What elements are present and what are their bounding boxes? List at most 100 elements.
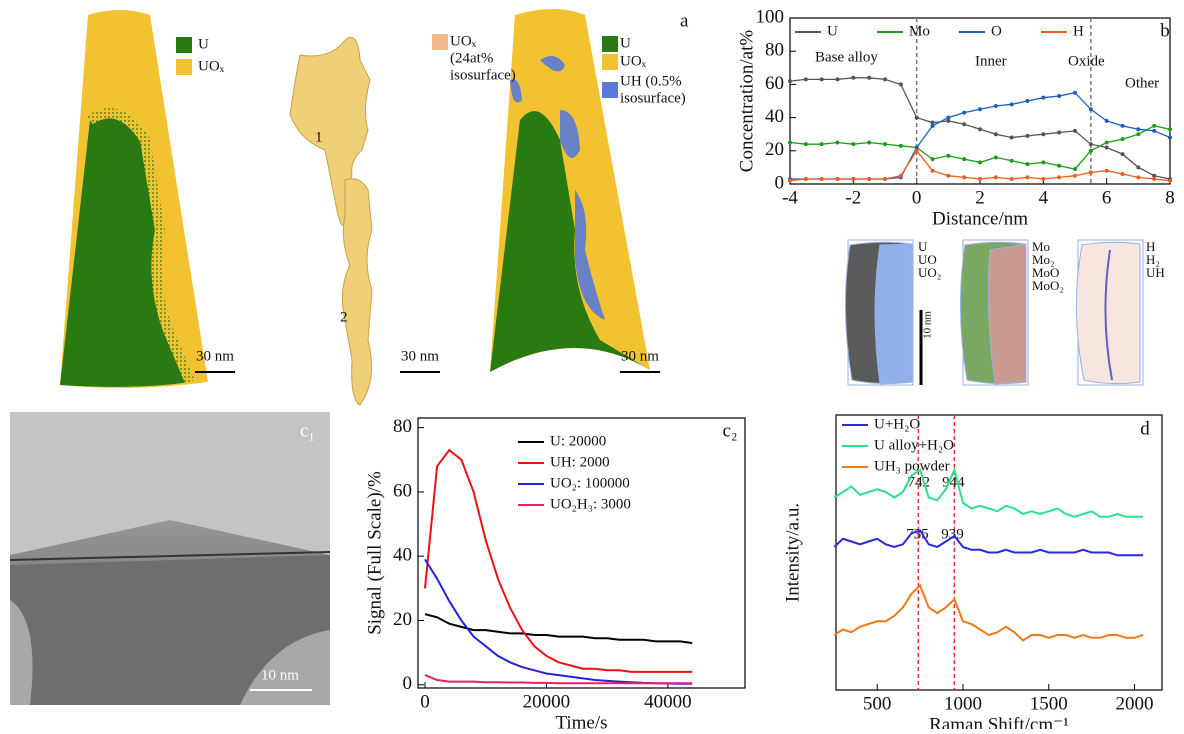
x-tick-label: 1500 xyxy=(1030,693,1068,714)
data-point xyxy=(1009,158,1014,163)
data-point xyxy=(946,115,951,120)
legend-swatch xyxy=(432,34,448,50)
data-point xyxy=(993,155,998,160)
data-point xyxy=(1104,118,1109,123)
plot-frame xyxy=(835,414,1163,691)
legend-label: UH (0.5% xyxy=(620,73,682,89)
legend-label: UOₓ xyxy=(198,58,225,74)
data-point xyxy=(1104,145,1109,150)
map-legend: Mo₂ xyxy=(1032,252,1055,267)
series-line xyxy=(833,466,1144,518)
data-point xyxy=(1136,127,1141,132)
data-point xyxy=(819,77,824,82)
data-point xyxy=(1104,140,1109,145)
data-point xyxy=(946,118,951,123)
data-point xyxy=(1041,95,1046,100)
chart: 0 20000 40000 0 20 40 60 80 Time/s Signal (Full S… xyxy=(364,416,746,733)
data-point xyxy=(1104,168,1109,173)
data-point xyxy=(1041,160,1046,165)
legend-label: U xyxy=(198,36,209,52)
legend-swatch xyxy=(602,36,618,52)
y-tick-label: 0 xyxy=(775,172,785,193)
data-point xyxy=(883,177,887,182)
data-point xyxy=(1120,123,1125,128)
data-point xyxy=(1009,135,1014,140)
data-point xyxy=(1057,163,1062,168)
data-point xyxy=(962,175,967,180)
y-axis-title: Concentration/at% xyxy=(736,30,757,173)
x-tick-label: 6 xyxy=(1102,187,1112,208)
legend-label: UO₂: 100000 xyxy=(550,475,630,491)
series-line xyxy=(424,558,693,685)
data-point xyxy=(898,173,903,178)
y-tick-label: 80 xyxy=(765,40,784,61)
apt-image-2 xyxy=(490,9,650,373)
legend-label: U xyxy=(827,23,838,39)
legend-label: U alloy+H₂O xyxy=(874,437,954,453)
map-legend: H₂ xyxy=(1146,252,1160,267)
legend-label: UO₂H₃: 3000 xyxy=(550,496,631,512)
scale-label: 30 nm xyxy=(401,348,439,364)
series-line xyxy=(833,529,1144,557)
data-point xyxy=(1136,132,1141,137)
series-line xyxy=(424,448,693,673)
data-point xyxy=(1057,130,1062,135)
data-point xyxy=(867,177,872,182)
series-line xyxy=(789,149,1171,182)
data-point xyxy=(962,157,967,162)
panel-label: a xyxy=(680,10,689,31)
peak-label: 735 xyxy=(906,526,929,542)
annotation: Other xyxy=(1125,75,1159,91)
data-point xyxy=(914,148,919,153)
panel-label: c₁ xyxy=(300,420,315,441)
x-tick-label: 0 xyxy=(420,691,430,712)
data-point xyxy=(1136,165,1141,170)
scale-label: 30 nm xyxy=(196,348,234,364)
map-legend: MoO xyxy=(1032,265,1059,280)
map-legend: UH xyxy=(1146,265,1165,280)
annotation: Oxide xyxy=(1068,53,1105,69)
x-tick-label: 8 xyxy=(1165,187,1175,208)
data-point xyxy=(1057,94,1062,99)
data-point xyxy=(1120,152,1125,157)
data-point xyxy=(835,177,840,182)
map-legend: U xyxy=(918,239,928,254)
data-point xyxy=(867,140,872,145)
data-point xyxy=(930,120,935,125)
data-point xyxy=(993,103,998,108)
map-legend: MoO₂ xyxy=(1032,278,1064,293)
scale-label: 10 nm xyxy=(261,667,299,683)
x-tick-label: 40000 xyxy=(644,691,692,712)
data-point xyxy=(962,110,967,115)
y-tick-label: 0 xyxy=(403,673,413,694)
x-tick-label: 500 xyxy=(863,693,892,714)
map-legend: H xyxy=(1146,239,1155,254)
x-tick-label: 20000 xyxy=(523,691,571,712)
map-legend: UO₂ xyxy=(918,265,941,280)
y-tick-label: 20 xyxy=(765,139,784,160)
legend-label: H xyxy=(1073,23,1084,39)
isosurface-image xyxy=(289,37,373,406)
annotation: Base alloy xyxy=(815,49,878,65)
data-point xyxy=(803,177,808,182)
y-tick-label: 40 xyxy=(765,106,784,127)
data-point xyxy=(1009,102,1014,107)
legend-label: UOₓ xyxy=(450,33,477,49)
data-point xyxy=(1152,128,1157,133)
y-tick-label: 100 xyxy=(756,6,785,27)
data-point xyxy=(1088,170,1093,175)
data-point xyxy=(978,160,982,165)
x-tick-label: 4 xyxy=(1039,187,1049,208)
peak-label: 939 xyxy=(941,526,964,542)
data-point xyxy=(1025,133,1030,138)
data-point xyxy=(978,127,982,132)
data-point xyxy=(1168,178,1172,183)
chart: 500 1000 1500 2000 Raman Shift/cm⁻¹ Intensity… xyxy=(782,414,1163,734)
data-point xyxy=(803,77,808,82)
data-point xyxy=(978,107,982,112)
data-point xyxy=(1152,173,1157,178)
isosurface-label: 1 xyxy=(315,129,323,145)
data-point xyxy=(930,123,935,128)
data-point xyxy=(1009,177,1014,182)
ion-maps xyxy=(844,239,1144,386)
